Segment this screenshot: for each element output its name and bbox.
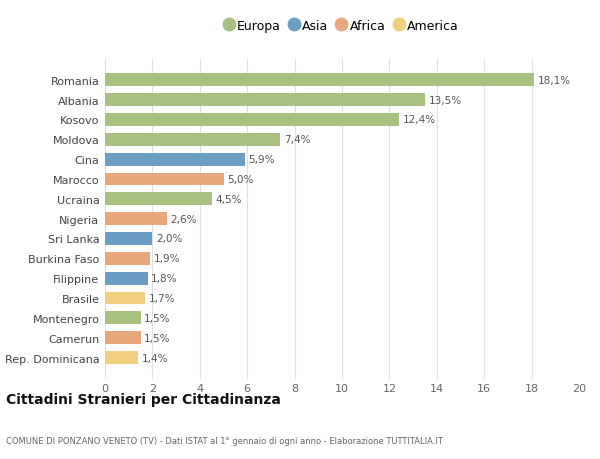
Text: 1,4%: 1,4% [142, 353, 168, 363]
Bar [105, 213, 167, 226]
Bar [105, 74, 534, 87]
Text: 5,0%: 5,0% [227, 174, 253, 185]
Text: 5,9%: 5,9% [248, 155, 275, 165]
Bar [105, 193, 212, 206]
Bar [105, 272, 148, 285]
Bar [105, 351, 138, 364]
Text: Cittadini Stranieri per Cittadinanza: Cittadini Stranieri per Cittadinanza [6, 392, 281, 406]
Bar [105, 173, 223, 186]
Text: 4,5%: 4,5% [215, 195, 242, 204]
Bar [105, 292, 145, 305]
Bar [105, 94, 425, 107]
Text: 1,9%: 1,9% [154, 254, 180, 264]
Text: 7,4%: 7,4% [284, 135, 310, 145]
Text: 2,0%: 2,0% [156, 234, 182, 244]
Text: 1,7%: 1,7% [149, 293, 175, 303]
Text: 1,5%: 1,5% [144, 333, 170, 343]
Bar [105, 153, 245, 166]
Text: 1,8%: 1,8% [151, 274, 178, 284]
Text: 18,1%: 18,1% [538, 76, 571, 85]
Bar [105, 114, 399, 127]
Text: 13,5%: 13,5% [428, 95, 461, 106]
Bar [105, 134, 280, 146]
Text: COMUNE DI PONZANO VENETO (TV) - Dati ISTAT al 1° gennaio di ogni anno - Elaboraz: COMUNE DI PONZANO VENETO (TV) - Dati IST… [6, 436, 443, 445]
Bar [105, 252, 150, 265]
Bar [105, 331, 140, 344]
Bar [105, 312, 140, 325]
Legend: Europa, Asia, Africa, America: Europa, Asia, Africa, America [221, 15, 463, 38]
Text: 1,5%: 1,5% [144, 313, 170, 323]
Bar [105, 233, 152, 246]
Text: 2,6%: 2,6% [170, 214, 197, 224]
Text: 12,4%: 12,4% [403, 115, 436, 125]
